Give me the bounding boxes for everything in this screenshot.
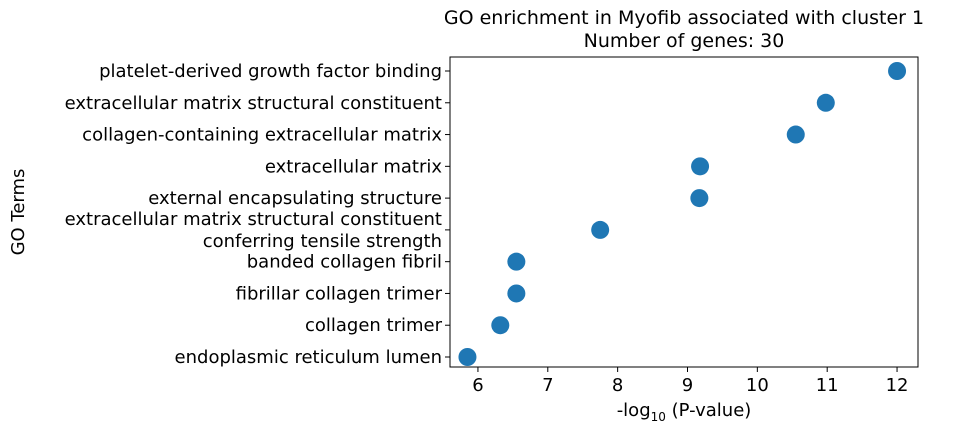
plot-area	[449, 56, 919, 368]
x-tick-label: 9	[682, 375, 693, 396]
x-tick-label: 8	[612, 375, 623, 396]
chart-title-line: GO enrichment in Myofib associated with …	[444, 7, 924, 29]
y-tick-label: platelet-derived growth factor binding	[99, 61, 442, 82]
data-point	[816, 93, 835, 112]
y-tick-label: extracellular matrix structural constitu…	[65, 209, 442, 252]
data-point	[507, 284, 526, 303]
y-tick-label: extracellular matrix structural constitu…	[65, 93, 442, 114]
data-point	[691, 157, 710, 176]
x-tick-label: 7	[542, 375, 553, 396]
x-axis-label-subscript: 10	[651, 410, 666, 424]
x-tick-label: 11	[816, 375, 839, 396]
x-axis-label-prefix: -log	[617, 400, 651, 421]
x-axis-label-suffix: (P-value)	[666, 400, 751, 421]
y-tick-label: collagen trimer	[305, 315, 443, 336]
x-axis-ticks: 6 7 8 9 10 11 12	[472, 367, 908, 396]
data-point	[458, 348, 477, 366]
x-axis-label: -log10 (P-value)	[617, 400, 752, 424]
chart-title-line: Number of genes: 30	[584, 30, 785, 52]
axes-frame	[449, 56, 919, 368]
data-point	[690, 189, 709, 208]
y-tick-label: banded collagen fibril	[247, 252, 442, 273]
y-tick-label: external encapsulating structure	[148, 188, 442, 209]
y-axis-label: GO Terms	[8, 169, 29, 256]
data-point	[591, 220, 610, 239]
chart-title: GO enrichment in Myofib associated with …	[444, 7, 924, 52]
data-point	[888, 62, 907, 80]
data-point	[507, 252, 526, 271]
y-tick-label: extracellular matrix	[265, 156, 442, 177]
x-tick-label: 10	[746, 375, 769, 396]
y-tick-label: collagen-containing extracellular matrix	[82, 125, 442, 146]
x-tick-label: 6	[472, 375, 483, 396]
data-point	[786, 125, 805, 144]
y-tick-label: endoplasmic reticulum lumen	[175, 347, 442, 368]
data-point	[491, 316, 510, 335]
data-points	[458, 62, 907, 366]
y-tick-label: fibrillar collagen trimer	[236, 283, 443, 304]
x-tick-label: 12	[886, 375, 909, 396]
y-axis-ticks: platelet-derived growth factor binding ex…	[65, 61, 450, 368]
